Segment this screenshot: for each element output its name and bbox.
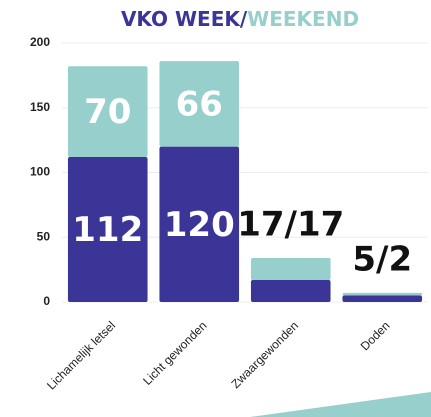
y-tick-label: 200: [30, 35, 50, 49]
bar-segment: [67, 156, 148, 302]
x-tick-label: Lichamelijk letsel: [44, 318, 118, 392]
data-label: 66: [176, 84, 223, 124]
y-tick-label: 0: [43, 294, 50, 308]
bar-segment: [250, 257, 331, 280]
bar-segment: [159, 146, 240, 302]
decoration: [250, 392, 431, 417]
bar-segment: [159, 61, 240, 147]
y-tick-label: 50: [37, 229, 51, 243]
x-tick-label: Licht gewonden: [140, 318, 209, 387]
bar-segment: [67, 66, 148, 157]
total-label: 5/2: [352, 239, 412, 279]
title-part: VKO WEEK/: [121, 7, 248, 31]
total-label: 17/17: [237, 204, 344, 244]
y-tick-label: 100: [30, 165, 50, 179]
data-label: 112: [72, 210, 143, 250]
x-tick-label: Zwaargewonden: [228, 318, 301, 391]
title-part: WEEKEND: [247, 7, 359, 31]
x-tick-label: Doden: [358, 318, 393, 353]
bar-segment: [342, 292, 423, 296]
data-label: 70: [84, 92, 131, 132]
y-tick-label: 150: [30, 100, 50, 114]
bar-segment: [250, 279, 331, 302]
data-label: 120: [164, 205, 235, 245]
bar-segment: [342, 295, 423, 302]
chart-title: VKO WEEK/WEEKEND: [121, 7, 359, 31]
